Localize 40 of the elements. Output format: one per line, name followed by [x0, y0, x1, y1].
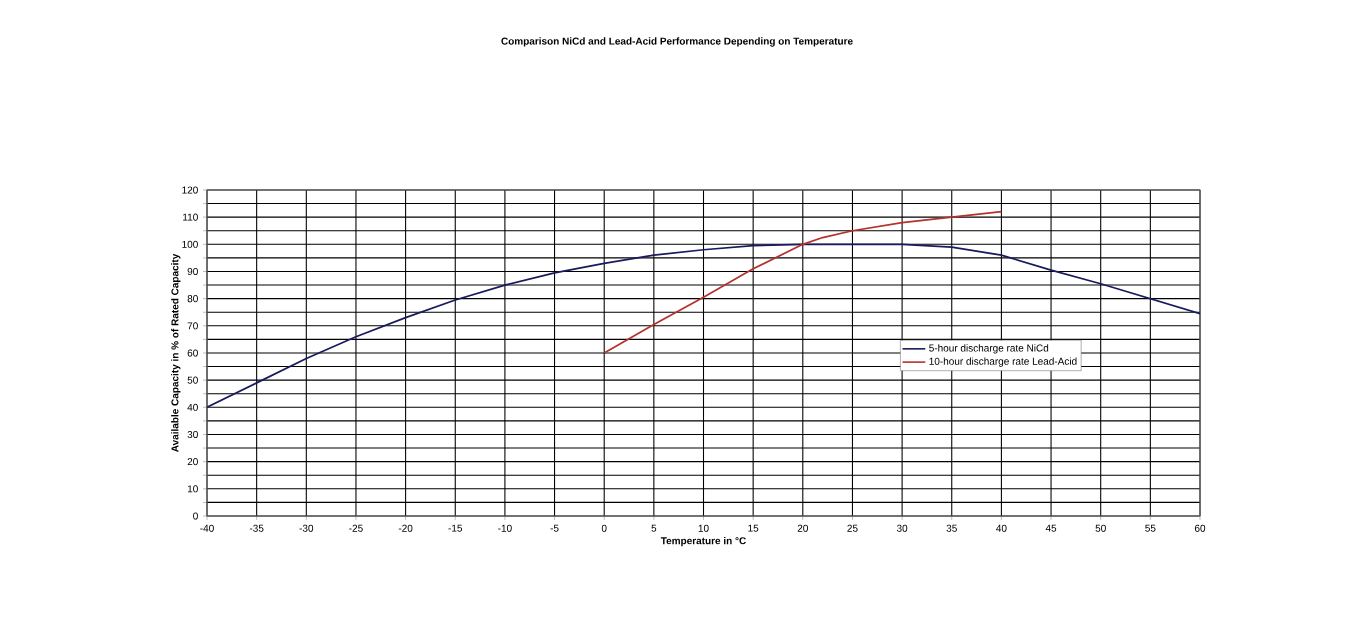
y-axis-title: Available Capacity in % of Rated Capacity [171, 253, 181, 453]
x-tick-label: 40 [996, 524, 1007, 532]
y-tick-label: 120 [182, 186, 198, 194]
x-tick-label: -10 [498, 524, 512, 532]
x-tick-label: -35 [249, 524, 264, 532]
y-tick-label: 80 [187, 295, 198, 303]
y-tick-label: 20 [187, 458, 198, 466]
y-tick-label: 70 [187, 322, 198, 330]
x-tick-label: 20 [797, 524, 808, 532]
x-tick-label: -25 [349, 524, 363, 532]
x-tick-label: 10 [698, 524, 709, 532]
x-tick-label: 55 [1145, 524, 1156, 532]
y-tick-label: 100 [182, 240, 198, 248]
x-tick-label: 25 [847, 524, 858, 532]
x-tick-label: -5 [550, 524, 559, 532]
x-axis-title: Temperature in °C [660, 536, 746, 547]
y-tick-label: 30 [187, 430, 198, 439]
y-tick-label: 0 [193, 512, 198, 520]
y-tick-label: 50 [187, 376, 198, 384]
x-tick-label: -30 [299, 524, 314, 532]
x-tick-label: 30 [896, 524, 908, 532]
y-tick-label: 110 [183, 213, 198, 221]
x-tick-label: -15 [448, 524, 463, 532]
x-tick-label: 0 [601, 524, 607, 532]
y-tick-label: 90 [187, 267, 198, 276]
y-tick-label: 40 [187, 403, 198, 411]
legend-label: 5-hour discharge rate NiCd [929, 344, 1049, 354]
x-tick-label: 45 [1045, 524, 1057, 532]
x-tick-label: 50 [1095, 524, 1106, 532]
y-tick-label: 10 [187, 485, 198, 493]
x-tick-label: -40 [200, 524, 214, 532]
legend-label: 10-hour discharge rate Lead-Acid [929, 357, 1077, 367]
x-tick-label: -20 [398, 524, 413, 532]
x-tick-label: 60 [1194, 524, 1206, 532]
x-tick-label: 15 [748, 524, 759, 532]
y-tick-label: 60 [187, 349, 198, 357]
x-tick-label: 5 [651, 524, 657, 532]
chart-title: Comparison NiCd and Lead-Acid Performance Depending on Temperature [501, 37, 853, 47]
line-series [603, 210, 1003, 354]
x-tick-label: 35 [946, 524, 957, 532]
